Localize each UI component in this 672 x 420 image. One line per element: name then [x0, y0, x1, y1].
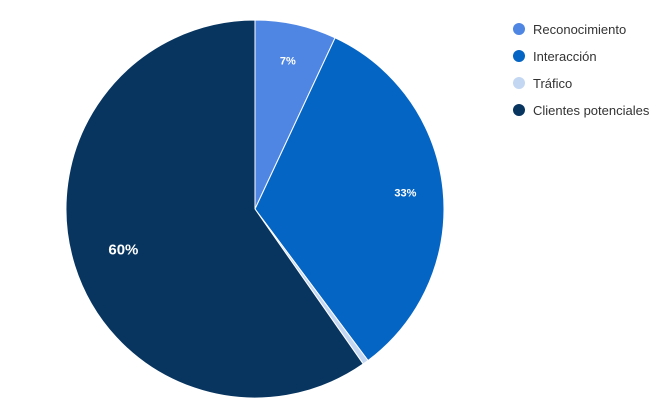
- pie-slice-interaccion[interactable]: [254, 37, 445, 362]
- legend-marker: [513, 104, 525, 116]
- slice-labels: 7% 33% 60%: [108, 55, 416, 258]
- legend-label: Clientes potenciales: [533, 102, 650, 118]
- slice-label-interaccion: 33%: [394, 188, 416, 200]
- legend-item-trafico[interactable]: Tráfico: [513, 74, 649, 92]
- legend: Reconocimiento Interacción Tráfico Clien…: [513, 20, 649, 128]
- legend-label: Tráfico: [533, 75, 573, 91]
- legend-marker: [513, 23, 525, 35]
- legend-item-interaccion[interactable]: Interacción: [513, 47, 649, 65]
- legend-item-reconocimiento[interactable]: Reconocimiento: [513, 20, 649, 38]
- pie-slices: [65, 19, 445, 399]
- pie-slice-clientes-potenciales[interactable]: [65, 19, 364, 399]
- slice-label-clientes-potenciales: 60%: [108, 241, 138, 258]
- legend-label: Interacción: [533, 48, 597, 64]
- slice-label-reconocimiento: 7%: [280, 55, 296, 67]
- legend-label: Reconocimiento: [533, 21, 627, 37]
- legend-marker: [513, 50, 525, 62]
- legend-item-clientes-potenciales[interactable]: Clientes potenciales: [513, 101, 649, 119]
- legend-marker: [513, 77, 525, 89]
